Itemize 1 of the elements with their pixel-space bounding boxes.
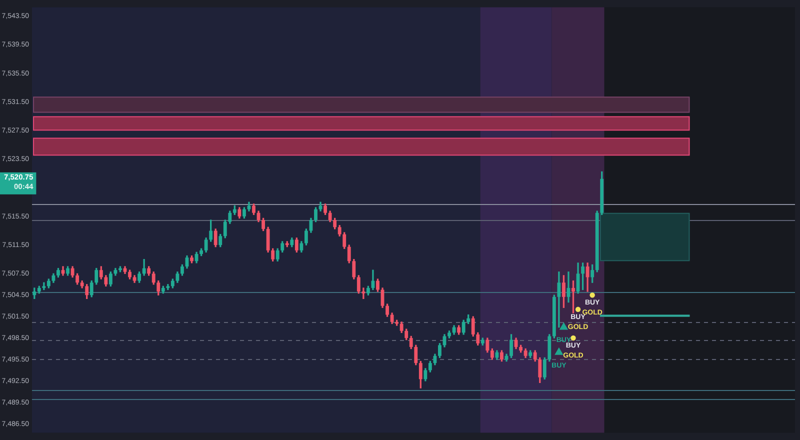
candlestick bbox=[362, 288, 366, 300]
